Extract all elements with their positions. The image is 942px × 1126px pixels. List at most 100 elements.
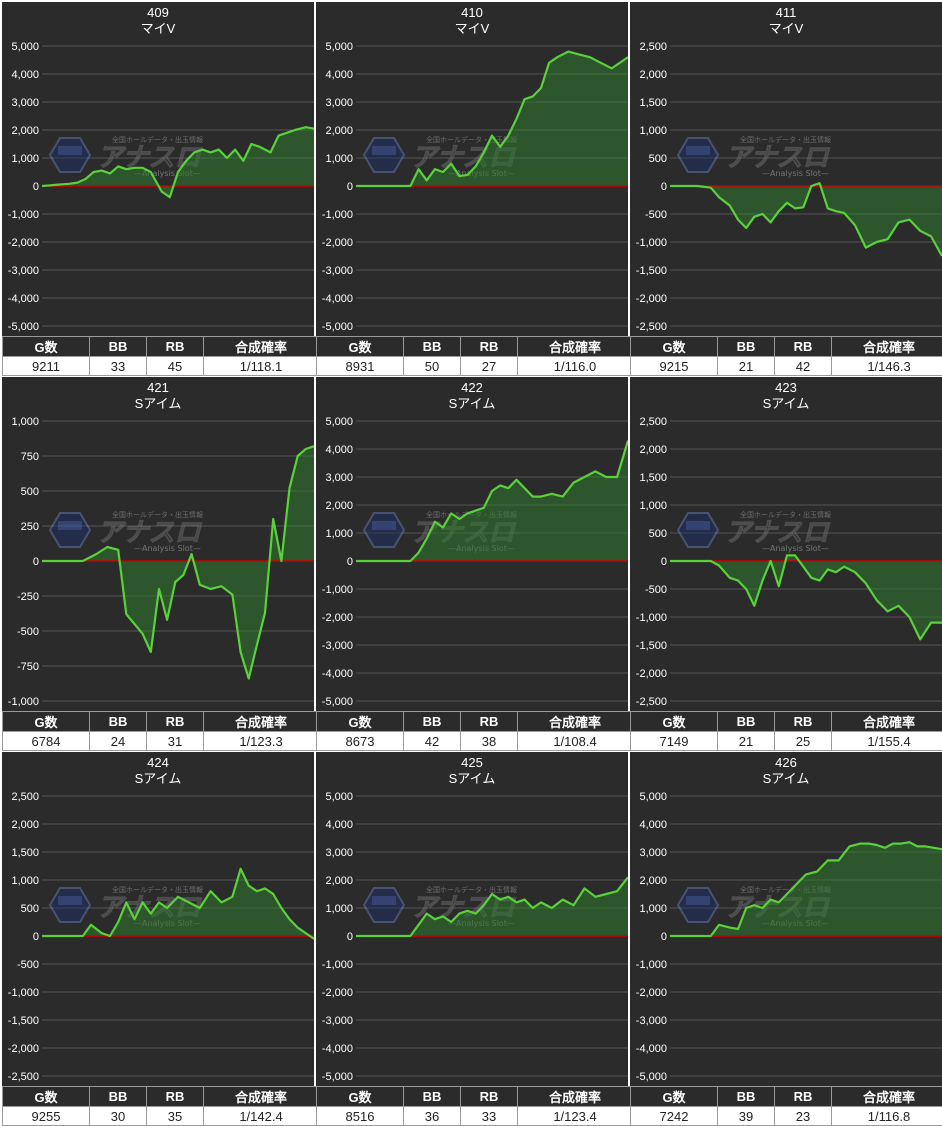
- y-tick-label: -2,000: [322, 237, 353, 249]
- y-tick-label: 2,500: [11, 791, 39, 803]
- y-tick-label: 4,000: [639, 819, 667, 831]
- machine-name: マイV: [2, 21, 314, 37]
- stats-header: RB: [775, 712, 832, 732]
- y-tick-label: 750: [21, 451, 39, 463]
- y-tick-label: 1,000: [11, 875, 39, 887]
- y-tick-label: -1,000: [636, 237, 667, 249]
- stats-header: BB: [404, 712, 461, 732]
- stat-rate: 1/108.4: [518, 732, 633, 751]
- stat-games: 7242: [631, 1107, 718, 1126]
- y-tick-label: -5,000: [322, 696, 353, 708]
- stats-header: BB: [718, 1087, 775, 1107]
- stats-header: 合成確率: [204, 1087, 319, 1107]
- stat-games: 8931: [317, 357, 404, 376]
- y-tick-label: -1,000: [8, 987, 39, 999]
- stats-header: BB: [90, 712, 147, 732]
- y-tick-label: -2,000: [322, 612, 353, 624]
- y-tick-label: -2,000: [322, 987, 353, 999]
- stat-games: 6784: [3, 732, 90, 751]
- y-tick-label: 2,000: [11, 819, 39, 831]
- y-tick-label: -2,000: [636, 987, 667, 999]
- stats-header: BB: [90, 337, 147, 357]
- stat-rate: 1/118.1: [204, 357, 319, 376]
- y-tick-label: -5,000: [8, 321, 39, 333]
- stat-games: 8516: [317, 1107, 404, 1126]
- y-tick-label: 5,000: [325, 41, 353, 53]
- y-tick-label: 250: [21, 521, 39, 533]
- stat-bb: 33: [90, 357, 147, 376]
- stat-rate: 1/146.3: [832, 357, 942, 376]
- y-tick-label: 5,000: [325, 791, 353, 803]
- y-tick-label: 0: [33, 931, 39, 943]
- y-tick-label: -1,000: [322, 584, 353, 596]
- y-tick-label: -500: [645, 584, 667, 596]
- y-tick-label: -1,000: [636, 612, 667, 624]
- machine-name: Sアイム: [2, 771, 314, 787]
- stats-header: 合成確率: [518, 337, 633, 357]
- y-tick-label: -5,000: [322, 321, 353, 333]
- y-tick-label: 0: [661, 556, 667, 568]
- stat-rb: 45: [147, 357, 204, 376]
- y-tick-label: 0: [347, 181, 353, 193]
- stat-games: 8673: [317, 732, 404, 751]
- y-tick-label: 3,000: [639, 847, 667, 859]
- stats-header: G数: [3, 712, 90, 732]
- watermark-top-text: 全国ホールデータ・出玉情報: [740, 510, 831, 519]
- stat-rb: 23: [775, 1107, 832, 1126]
- y-tick-label: -250: [17, 591, 39, 603]
- stats-header: RB: [461, 337, 518, 357]
- watermark-top-text: 全国ホールデータ・出玉情報: [112, 885, 203, 894]
- y-tick-label: 0: [33, 181, 39, 193]
- machine-number: 410: [316, 2, 628, 21]
- stats-header: 合成確率: [832, 1087, 942, 1107]
- y-tick-label: 4,000: [325, 444, 353, 456]
- line-chart: -5,000-4,000-3,000-2,000-1,00001,0002,00…: [316, 38, 628, 336]
- stats-header: 合成確率: [832, 712, 942, 732]
- stat-bb: 21: [718, 357, 775, 376]
- y-tick-label: -2,500: [636, 321, 667, 333]
- machine-name: Sアイム: [630, 771, 942, 787]
- stat-rb: 33: [461, 1107, 518, 1126]
- stat-rb: 25: [775, 732, 832, 751]
- y-tick-label: -500: [17, 959, 39, 971]
- stat-bb: 36: [404, 1107, 461, 1126]
- y-tick-label: 500: [21, 486, 39, 498]
- stat-games: 9211: [3, 357, 90, 376]
- y-tick-label: 4,000: [325, 819, 353, 831]
- y-tick-label: -3,000: [8, 265, 39, 277]
- line-chart: -5,000-4,000-3,000-2,000-1,00001,0002,00…: [316, 788, 628, 1086]
- y-tick-label: -5,000: [322, 1071, 353, 1083]
- y-tick-label: 1,000: [639, 500, 667, 512]
- stats-header: G数: [317, 1087, 404, 1107]
- stats-header: G数: [3, 337, 90, 357]
- y-tick-label: -2,000: [636, 293, 667, 305]
- watermark-top-text: 全国ホールデータ・出玉情報: [740, 135, 831, 144]
- line-chart: -2,500-2,000-1,500-1,000-50005001,0001,5…: [630, 413, 942, 711]
- stat-rb: 38: [461, 732, 518, 751]
- stat-games: 9255: [3, 1107, 90, 1126]
- watermark-top-text: 全国ホールデータ・出玉情報: [112, 510, 203, 519]
- line-chart: -5,000-4,000-3,000-2,000-1,00001,0002,00…: [316, 413, 628, 711]
- y-tick-label: -1,500: [636, 640, 667, 652]
- y-tick-label: 2,000: [11, 125, 39, 137]
- y-tick-label: -500: [645, 209, 667, 221]
- y-tick-label: 500: [649, 528, 667, 540]
- y-tick-label: 2,000: [325, 125, 353, 137]
- y-tick-label: 5,000: [11, 41, 39, 53]
- stats-header: RB: [147, 1087, 204, 1107]
- series-area: [670, 555, 942, 639]
- series-area: [670, 183, 942, 256]
- line-chart: -1,000-750-500-25002505007501,000アナスロ全国ホ…: [2, 413, 314, 711]
- y-tick-label: -1,000: [8, 696, 39, 708]
